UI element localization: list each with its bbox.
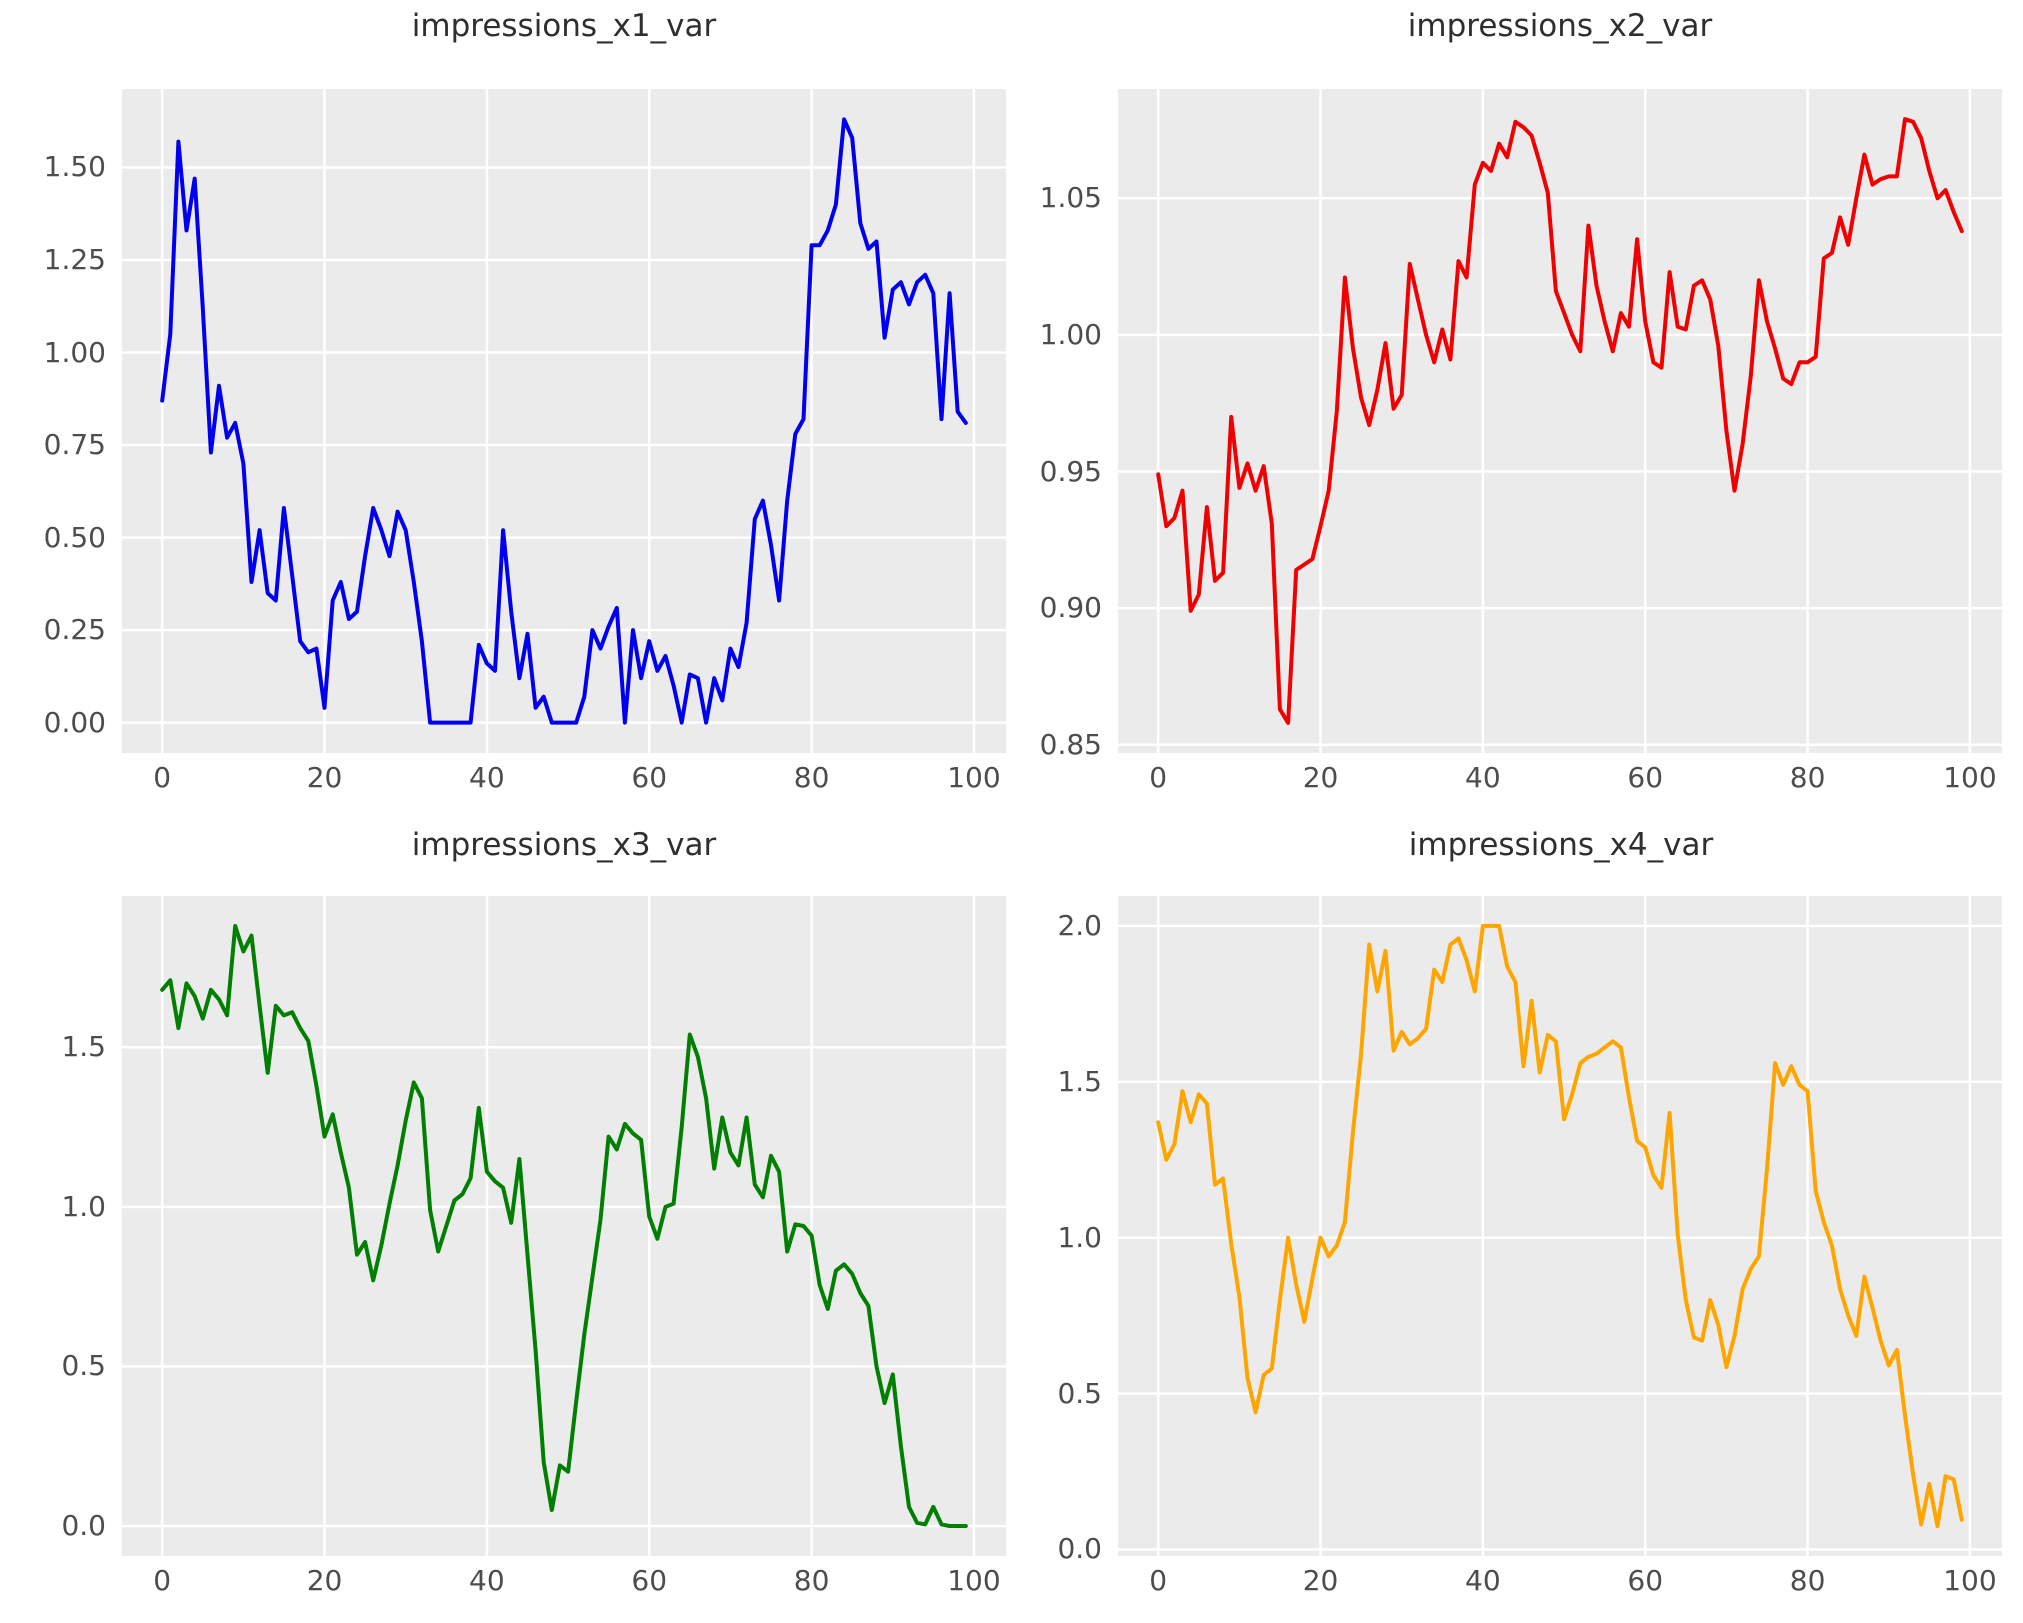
x-tick-label: 0 xyxy=(1149,761,1168,794)
plot-area-x4 xyxy=(1118,896,2002,1556)
line-series-impressions_x1_var xyxy=(160,117,968,725)
y-tick-label: 0.25 xyxy=(43,613,106,647)
x-tick-label: 0 xyxy=(153,1564,172,1597)
subplot-impressions-x1-var: impressions_x1_var 0.00 0.25 0.50 0.75 1.00 1… xyxy=(0,0,1011,811)
y-tick-label: 0.5 xyxy=(1057,1376,1102,1410)
x-tick-label: 0 xyxy=(1149,1564,1168,1597)
x-tick-label: 80 xyxy=(793,1564,830,1597)
chart-title-x3: impressions_x3_var xyxy=(411,827,717,863)
x-tick-label: 80 xyxy=(1789,761,1826,794)
subplot-impressions-x3-var: impressions_x3_var 0.0 0.5 1.0 1.5 0 20 40 60 80… xyxy=(0,811,1011,1622)
chart-title-x1: impressions_x1_var xyxy=(411,8,717,44)
y-tick-label: 0.0 xyxy=(61,1509,106,1542)
y-tick-label: 1.00 xyxy=(43,335,106,369)
y-tick-label: 0.75 xyxy=(43,428,106,462)
y-tick-label: 2.0 xyxy=(1057,908,1102,942)
chart-title-x2: impressions_x2_var xyxy=(1407,8,1713,44)
x-tick-label: 20 xyxy=(1302,1564,1339,1597)
x-tick-label: 60 xyxy=(631,1564,668,1597)
y-tick-label: 1.50 xyxy=(43,150,106,184)
line-series-impressions_x2_var xyxy=(1156,117,1964,725)
y-tick-label: 1.00 xyxy=(1039,317,1102,351)
x-tick-label: 60 xyxy=(1627,761,1664,794)
x-tick-label: 80 xyxy=(1789,1564,1826,1597)
subplot-impressions-x2-var: impressions_x2_var 0.85 0.90 0.95 1.00 1.05 0… xyxy=(1011,0,2022,811)
y-tick-label: 1.0 xyxy=(61,1189,106,1223)
y-tick-label: 0.5 xyxy=(61,1349,106,1383)
x-tick-label: 60 xyxy=(1627,1564,1664,1597)
x-tick-label: 20 xyxy=(306,761,343,794)
y-tick-label: 0.50 xyxy=(43,520,106,554)
x-tick-label: 0 xyxy=(153,761,172,794)
y-tick-label: 1.25 xyxy=(43,242,106,276)
line-series-impressions_x4_var xyxy=(1156,923,1964,1529)
plot-area-x2 xyxy=(1118,89,2002,753)
y-tick-label: 0.85 xyxy=(1039,727,1102,761)
x-tick-label: 40 xyxy=(469,761,505,794)
y-tick-label: 1.5 xyxy=(1057,1064,1102,1098)
y-tick-label: 1.5 xyxy=(61,1030,106,1064)
x-tick-label: 40 xyxy=(1465,761,1501,794)
plot-area-x1 xyxy=(122,89,1006,753)
line-series-impressions_x3_var xyxy=(160,924,968,1528)
y-tick-label: 0.95 xyxy=(1039,454,1102,488)
x-tick-label: 60 xyxy=(631,761,668,794)
y-tick-label: 0.0 xyxy=(1057,1532,1102,1566)
x-tick-label: 40 xyxy=(469,1564,505,1597)
x-tick-label: 100 xyxy=(947,761,1001,794)
x-tick-label: 40 xyxy=(1465,1564,1501,1597)
plot-area-x3 xyxy=(122,896,1006,1556)
x-tick-label: 20 xyxy=(306,1564,343,1597)
subplot-impressions-x4-var: impressions_x4_var 0.0 0.5 1.0 1.5 2.0 0 20 40 6… xyxy=(1012,811,2023,1622)
y-tick-label: 1.0 xyxy=(1057,1220,1102,1254)
x-tick-label: 100 xyxy=(1943,1564,1997,1597)
x-tick-label: 80 xyxy=(793,761,830,794)
y-tick-label: 1.05 xyxy=(1039,181,1102,215)
y-tick-label: 0.90 xyxy=(1039,591,1102,625)
chart-title-x4: impressions_x4_var xyxy=(1408,827,1714,863)
x-tick-label: 100 xyxy=(947,1564,1001,1597)
x-tick-label: 100 xyxy=(1943,761,1997,794)
x-tick-label: 20 xyxy=(1302,761,1339,794)
y-tick-label: 0.00 xyxy=(43,705,106,739)
